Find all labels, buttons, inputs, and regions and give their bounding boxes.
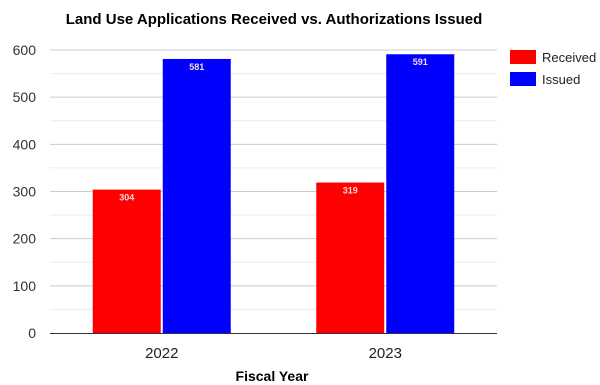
x-axis-ticks: 2022 2023 [145,345,402,362]
legend-swatch-received [510,50,536,64]
legend-label-received: Received [542,50,596,65]
data-label-issued-2023: 591 [413,57,428,67]
legend-swatch-issued [510,72,536,86]
y-tick-label: 0 [28,325,36,341]
bar-issued-2022 [162,58,231,333]
y-tick-label: 400 [13,136,37,152]
data-label-received-2022: 304 [119,193,134,203]
x-tick-label: 2022 [145,345,178,362]
y-tick-label: 300 [13,184,37,200]
y-tick-label: 600 [13,42,37,58]
bars [92,54,455,334]
x-tick-label: 2023 [369,345,402,362]
y-tick-label: 500 [13,89,37,105]
bar-issued-2023 [386,54,455,334]
y-tick-label: 100 [13,278,37,294]
bar-received-2023 [316,182,385,333]
legend: Received Issued [510,50,596,87]
data-label-received-2023: 319 [343,186,358,196]
y-tick-label: 200 [13,231,37,247]
data-labels: 304 581 319 591 [119,57,428,202]
chart-title: Land Use Applications Received vs. Autho… [66,11,482,28]
legend-label-issued: Issued [542,72,580,87]
bar-received-2022 [92,189,161,333]
y-axis-ticks: 0 100 200 300 400 500 600 [13,42,37,341]
x-axis-title: Fiscal Year [236,368,309,384]
data-label-issued-2022: 581 [189,62,204,72]
